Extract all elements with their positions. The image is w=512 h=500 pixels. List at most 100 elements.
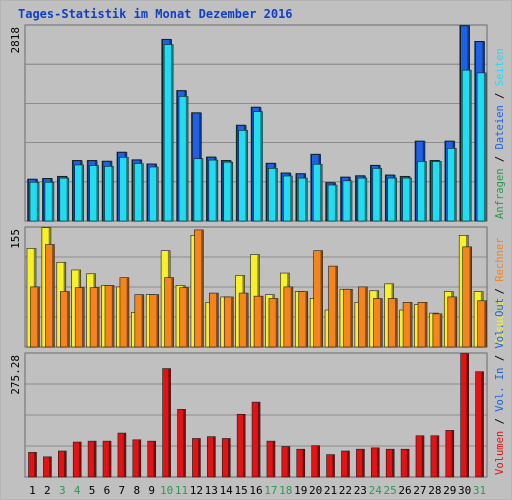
legend-entry: Volumen bbox=[494, 431, 506, 475]
bar-volumen bbox=[296, 448, 306, 478]
x-tick-label: 1 bbox=[29, 484, 36, 497]
bar-seiten bbox=[119, 157, 129, 222]
x-tick-label: 21 bbox=[324, 484, 337, 497]
bar-seiten bbox=[253, 111, 263, 222]
x-tick-label: 6 bbox=[104, 484, 111, 497]
bar-seiten bbox=[104, 166, 114, 222]
x-tick-label: 2 bbox=[44, 484, 51, 497]
bar-volumen bbox=[207, 436, 216, 478]
bar-volumen bbox=[400, 448, 410, 478]
bar-volumen bbox=[72, 441, 82, 478]
x-tick-label: 19 bbox=[294, 484, 307, 497]
x-tick-label: 13 bbox=[205, 484, 218, 497]
bar-volumen bbox=[132, 439, 142, 478]
x-tick-label: 25 bbox=[384, 484, 397, 497]
bar-volumen bbox=[266, 440, 276, 478]
bar-volumen bbox=[445, 430, 455, 478]
x-tick-label: 23 bbox=[354, 484, 367, 497]
bar-volumen bbox=[192, 438, 201, 478]
chart-title: Tages-Statistik im Monat Dezember 2016 bbox=[18, 7, 293, 21]
bar-volumen bbox=[102, 440, 112, 478]
bar-rechner bbox=[223, 296, 234, 348]
x-tick-label: 12 bbox=[190, 484, 203, 497]
x-tick-label: 10 bbox=[160, 484, 173, 497]
bar-rechner bbox=[253, 295, 264, 348]
bar-seiten bbox=[74, 164, 85, 222]
x-tick-label: 15 bbox=[234, 484, 247, 497]
bar-rechner bbox=[60, 291, 70, 348]
x-tick-label: 31 bbox=[473, 484, 486, 497]
bar-seiten bbox=[178, 96, 189, 222]
bar-volumen bbox=[370, 447, 380, 478]
bar-volumen bbox=[43, 456, 52, 478]
bar-volumen bbox=[430, 435, 440, 478]
bar-seiten bbox=[89, 165, 99, 222]
bar-seiten bbox=[193, 158, 204, 222]
bar-volumen bbox=[475, 371, 484, 478]
bar-seiten bbox=[432, 161, 442, 222]
bar-rechner bbox=[477, 300, 487, 348]
bar-rechner bbox=[238, 292, 249, 348]
legend-entry: Rechner bbox=[494, 238, 506, 282]
bar-seiten bbox=[208, 159, 219, 222]
bar-rechner bbox=[268, 298, 279, 348]
bar-rechner bbox=[194, 229, 204, 348]
bar-volumen bbox=[311, 445, 320, 478]
x-tick-label: 20 bbox=[309, 484, 322, 497]
bar-seiten bbox=[357, 177, 368, 222]
x-tick-label: 11 bbox=[175, 484, 188, 497]
bar-seiten bbox=[342, 180, 353, 222]
bar-rechner bbox=[30, 286, 40, 348]
bar-seiten bbox=[402, 177, 412, 222]
bar-rechner bbox=[179, 287, 189, 348]
bar-volumen bbox=[162, 368, 171, 478]
legend-entry: / bbox=[494, 412, 506, 431]
legend-entry: Vol. In bbox=[494, 368, 506, 412]
bar-rechner bbox=[358, 286, 368, 348]
y-max-label-top: 2818 bbox=[9, 27, 22, 54]
bar-rechner bbox=[149, 294, 160, 348]
bar-rechner bbox=[313, 250, 323, 348]
x-tick-label: 28 bbox=[428, 484, 441, 497]
x-tick-label: 7 bbox=[119, 484, 126, 497]
x-tick-label: 26 bbox=[398, 484, 411, 497]
bar-rechner bbox=[432, 313, 443, 348]
bar-rechner bbox=[402, 302, 413, 348]
x-tick-label: 5 bbox=[89, 484, 96, 497]
bar-rechner bbox=[134, 294, 145, 348]
bar-seiten bbox=[163, 44, 174, 222]
bar-volumen bbox=[251, 401, 261, 478]
bar-rechner bbox=[74, 287, 85, 348]
bar-rechner bbox=[387, 298, 398, 348]
legend-entry: Seiten bbox=[494, 48, 506, 86]
x-tick-label: 9 bbox=[148, 484, 155, 497]
bar-seiten bbox=[283, 175, 293, 222]
bar-seiten bbox=[417, 161, 427, 222]
bar-seiten bbox=[134, 163, 144, 222]
bar-volumen bbox=[326, 454, 335, 478]
bar-volumen bbox=[58, 450, 67, 478]
bar-volumen bbox=[385, 448, 395, 478]
bar-volumen bbox=[356, 448, 365, 478]
legend-entry: / bbox=[494, 282, 506, 301]
legend-entry: / bbox=[494, 349, 506, 368]
legend-entry: Besuche bbox=[494, 301, 506, 345]
bar-rechner bbox=[164, 277, 174, 348]
x-tick-label: 24 bbox=[369, 484, 383, 497]
bar-rechner bbox=[417, 302, 428, 348]
bar-rechner bbox=[462, 246, 472, 348]
x-tick-label: 3 bbox=[59, 484, 66, 497]
legend-bottom: Volumen / Vol. In / Vol. Out bbox=[494, 298, 506, 475]
x-tick-label: 16 bbox=[249, 484, 262, 497]
bar-rechner bbox=[372, 298, 383, 348]
bar-seiten bbox=[29, 181, 40, 222]
legend-entry: / bbox=[494, 86, 506, 105]
legend-top: Anfragen / Dateien / Seiten bbox=[494, 48, 506, 219]
bar-rechner bbox=[328, 265, 338, 348]
bar-seiten bbox=[446, 148, 457, 222]
y-max-label-middle: 155 bbox=[9, 229, 22, 249]
legend-entry: / bbox=[494, 149, 506, 168]
bar-seiten bbox=[476, 72, 487, 222]
y-max-label-bottom: 275.28 bbox=[9, 355, 22, 395]
x-tick-label: 30 bbox=[458, 484, 471, 497]
